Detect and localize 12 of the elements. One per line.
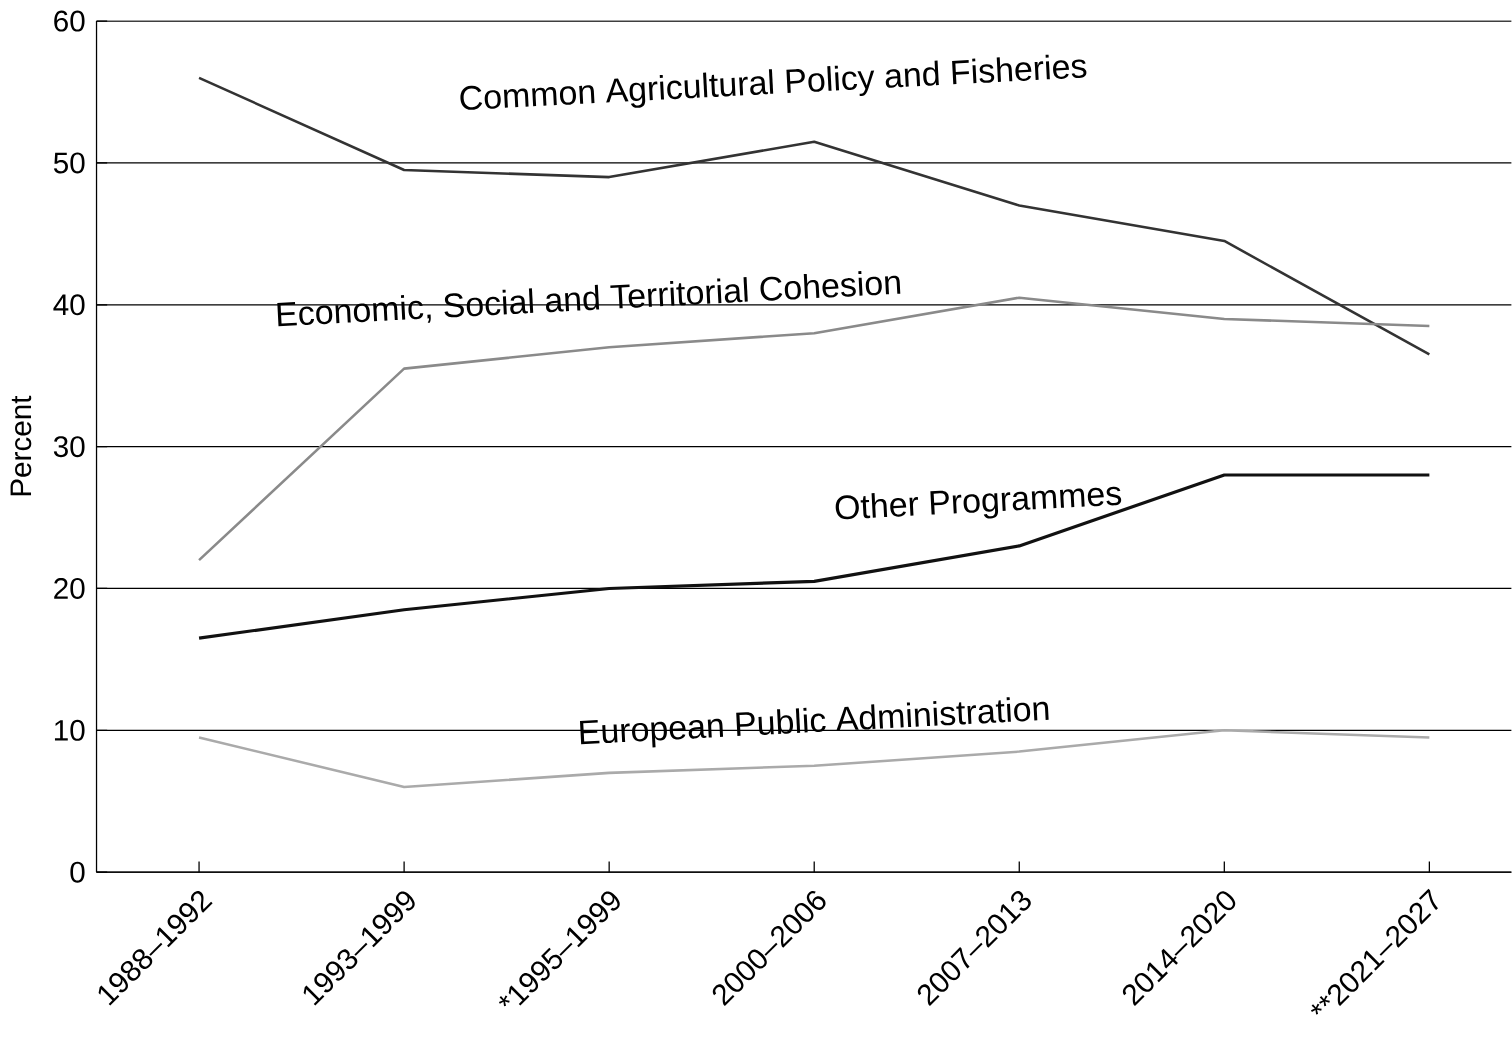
y-tick-label: 20 [54, 578, 85, 600]
y-tick-label: 10 [54, 719, 85, 741]
y-tick-label: 40 [53, 294, 85, 316]
series-label: Other Programmes [835, 486, 1122, 520]
series-label: Economic, Social and Territorial Cohesion [277, 271, 901, 327]
y-tick-label: 30 [53, 436, 85, 458]
series-label: Common Agricultural Policy and Fisheries [460, 54, 1087, 110]
y-tick-label: 0 [70, 861, 85, 883]
line-series [197, 473, 1431, 640]
y-tick-label: 60 [54, 10, 85, 32]
y-tick-label: 50 [53, 152, 85, 174]
y-axis-title: Percent [10, 395, 32, 496]
